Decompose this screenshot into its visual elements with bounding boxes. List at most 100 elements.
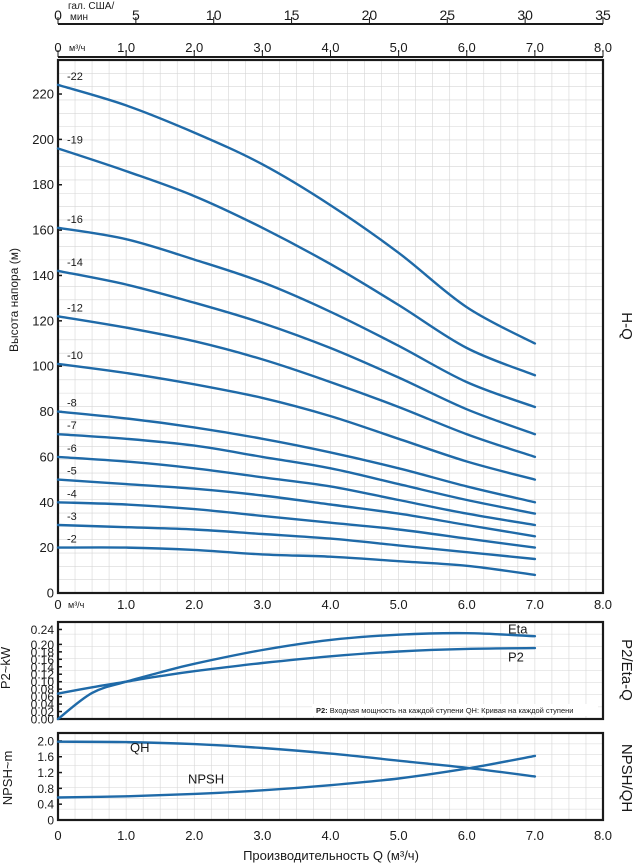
m3h-top-tick-label: 7.0	[526, 40, 544, 55]
y-tick-label: 60	[40, 449, 54, 464]
series-curve	[56, 269, 537, 436]
gpm-unit-label-line1: гал. США/	[68, 1, 114, 12]
series-label: -7	[67, 420, 77, 432]
y-tick-label: 0.14	[31, 660, 55, 674]
x-axis-label: Производительность Q (м³/ч)	[243, 848, 419, 863]
gpm-tick-label: 10	[206, 7, 222, 23]
x-tick-label: 8.0	[594, 597, 612, 612]
series-curve	[56, 226, 537, 409]
x-tick-label: 2.0	[185, 828, 203, 843]
y-tick-label: 0	[47, 814, 54, 828]
series-curve	[56, 83, 537, 345]
y-tick-label: 1.2	[37, 766, 54, 780]
m3h-top-tick-label: 4.0	[321, 40, 339, 55]
x-tick-label: 0	[54, 597, 61, 612]
annotation-body: Входная мощность на каждой ступени QH: К…	[330, 706, 574, 715]
series-curve	[56, 147, 537, 377]
x-tick-label: 8.0	[594, 828, 612, 843]
series-label: P2	[508, 649, 524, 664]
series-curve	[56, 433, 537, 515]
x-tick-label: 6.0	[458, 828, 476, 843]
y-tick-label: 2.0	[37, 734, 54, 748]
series-label: -10	[67, 350, 83, 362]
series-label: -2	[67, 534, 77, 546]
y-tick-label: 140	[32, 268, 54, 283]
y-axis-label: Высота напора (м)	[7, 248, 21, 352]
series-label: -22	[67, 71, 83, 83]
m3h-top-tick-label: 6.0	[458, 40, 476, 55]
y-tick-label: 80	[40, 404, 54, 419]
x-tick-label: 5.0	[390, 828, 408, 843]
m3h-top-tick-label: 1.0	[117, 40, 135, 55]
gpm-tick-label: 20	[362, 7, 378, 23]
series-curve	[56, 631, 537, 721]
y-tick-label: 0.12	[31, 668, 55, 682]
series-label: -3	[67, 511, 77, 523]
series-curve	[56, 740, 537, 778]
y-tick-label: 200	[32, 132, 54, 147]
y-tick-label: 0	[47, 586, 54, 601]
series-label: -5	[67, 466, 77, 478]
x-tick-label: 7.0	[526, 828, 544, 843]
series-label: -6	[67, 443, 77, 455]
x-tick-label: 0	[54, 828, 61, 843]
x-tick-label: 1.0	[117, 828, 135, 843]
m3h-top-tick-label: 5.0	[390, 40, 408, 55]
y-axis-label: NPSH~m	[0, 751, 15, 806]
x-tick-label: 7.0	[526, 597, 544, 612]
y-tick-label: 0.06	[31, 690, 55, 704]
y-tick-label: 0.10	[31, 675, 55, 689]
panel-side-label: H-Q	[618, 312, 635, 340]
y-tick-label: 1.6	[37, 750, 54, 764]
y-tick-label: 220	[32, 87, 54, 102]
gpm-tick-label: 5	[132, 7, 140, 23]
y-tick-label: 0.04	[31, 698, 55, 712]
panel-frame	[56, 620, 605, 721]
x-tick-label: 2.0	[185, 597, 203, 612]
gpm-tick-label: 30	[517, 7, 533, 23]
panel-side-label: P2/Eta-Q	[618, 639, 635, 701]
m3h-top-unit-label: м³/ч	[69, 43, 86, 53]
series-label: -4	[67, 488, 77, 500]
gpm-tick-label: 0	[54, 7, 62, 23]
series-curve	[56, 455, 537, 527]
x-tick-label: 3.0	[253, 828, 271, 843]
series-curve	[56, 646, 537, 695]
y-tick-label: 0.02	[31, 705, 55, 719]
annotation-text: P2: Входная мощность на каждой ступени Q…	[316, 706, 574, 715]
series-label: Eta	[508, 621, 528, 636]
series-label: QH	[130, 740, 150, 755]
axes-layer	[56, 17, 605, 822]
series-label: -14	[67, 257, 83, 269]
y-tick-label: 0.20	[31, 638, 55, 652]
series-label: -16	[67, 214, 83, 226]
panel-frame	[56, 58, 605, 595]
x-tick-label: 5.0	[390, 597, 408, 612]
series-label: -12	[67, 302, 83, 314]
series-curve	[56, 546, 537, 577]
x-tick-label: 1.0	[117, 597, 135, 612]
m3h-top-tick-label: 8.0	[594, 40, 612, 55]
curves-layer	[56, 83, 537, 799]
x-tick-label: 3.0	[253, 597, 271, 612]
series-curve	[56, 315, 537, 459]
x-tick-label: 4.0	[321, 597, 339, 612]
y-axis-label: P2~kW	[0, 646, 13, 689]
series-label: -19	[67, 134, 83, 146]
m3h-top-tick-label: 2.0	[185, 40, 203, 55]
series-label: NPSH	[188, 772, 224, 787]
y-tick-label: 0.08	[31, 683, 55, 697]
series-curve	[56, 501, 537, 549]
series-curve	[56, 523, 537, 561]
x-tick-label: 4.0	[321, 828, 339, 843]
gpm-tick-label: 15	[284, 7, 300, 23]
y-tick-label: 100	[32, 359, 54, 374]
series-curve	[56, 410, 537, 504]
series-curve	[56, 362, 537, 481]
panel-side-label: NPSH/QH	[618, 744, 635, 812]
y-tick-label: 180	[32, 177, 54, 192]
y-tick-label: 120	[32, 313, 54, 328]
y-tick-label: 0.4	[37, 798, 54, 812]
gpm-tick-label: 35	[595, 7, 611, 23]
